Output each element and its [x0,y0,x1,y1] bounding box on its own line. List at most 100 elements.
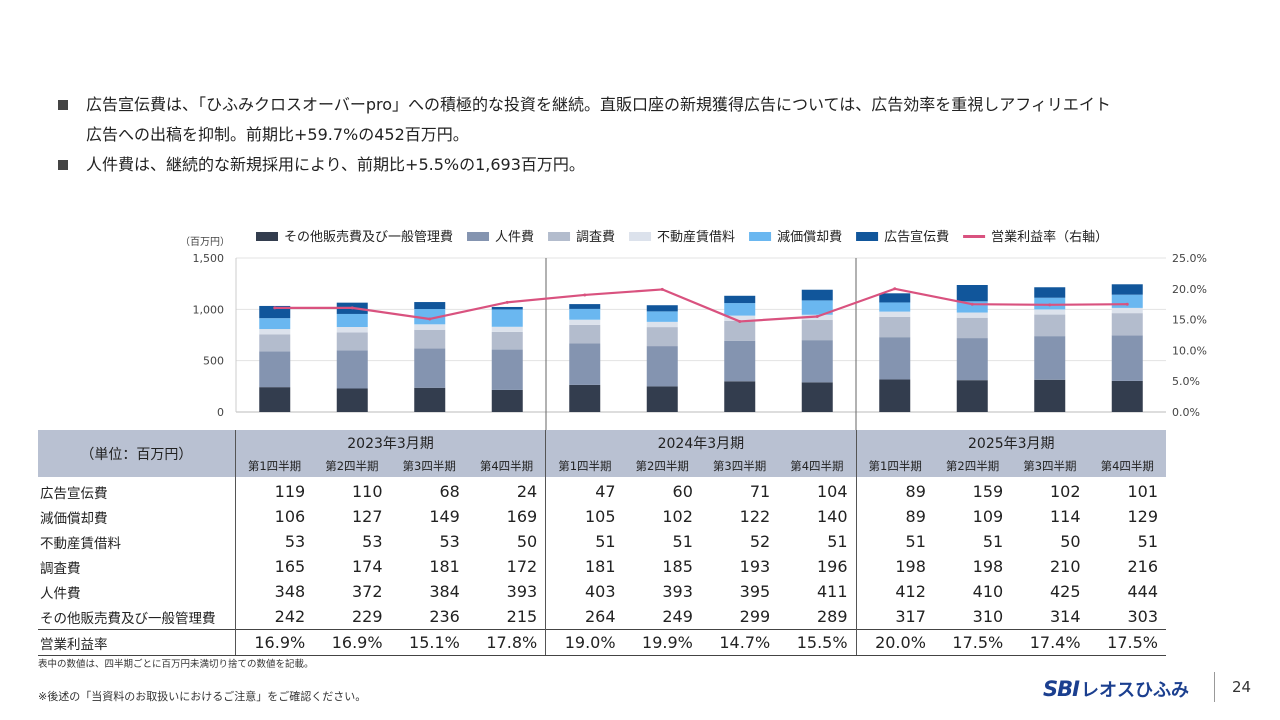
table-cell: 185 [662,557,693,576]
bar-segment [724,315,756,321]
table-cell: 105 [545,504,624,529]
bar-segment [879,302,911,312]
table-cell: 53 [234,529,314,554]
bar-segment [801,289,833,301]
legend-label: 減価償却費 [777,229,842,245]
bullet-text-line: 広告宣伝費は、「ひふみクロスオーバーpro」への積極的な投資を継続。直販口座の新… [86,95,1111,114]
table-cell: 102 [1050,482,1081,501]
quarter-header: 第3四半期 [390,455,468,477]
logo-sbi-text: SBI [1043,677,1080,701]
bar-segment [259,334,291,352]
table-row: 減価償却費 106 127 149 169 105 102 122 140 89 109 114 129 [38,504,1166,529]
table-cell: 51 [855,529,934,554]
bar-segment [491,389,523,412]
table-cell: 303 [1127,607,1158,626]
bar-segment [956,380,988,412]
square-bullet-icon [58,160,68,170]
table-cell: 101 [1127,482,1158,501]
table-cell: 169 [506,507,538,526]
unit-header: （単位：百万円） [38,430,236,477]
quarter-header: 第1四半期 [234,455,314,477]
table-cell: 15.5% [778,629,857,656]
quarter-header: 第2四半期 [313,455,391,477]
bar-segment [259,318,291,330]
table-cell: 102 [662,507,693,526]
year-header: 2023年3月期 [234,430,546,455]
row-label: 不動産賃借料 [40,535,121,552]
table-note: 表中の数値は、四半期ごとに百万円未満切り捨ての数値を記載。 [38,659,314,670]
table-cell: 53 [439,532,460,551]
bar-segment [956,312,988,318]
table-cell: 60 [672,482,693,501]
legend-swatch [467,232,490,241]
bar-segment [414,302,446,310]
bar-segment [801,382,833,412]
margin-point [738,319,742,323]
bar-segment [646,327,678,347]
bar-segment [491,349,523,390]
table-cell: 71 [749,482,771,501]
table-cell: 242 [234,604,314,630]
bullet-text-line: 人件費は、継続的な新規採用により、前期比+5.5%の1,693百万円。 [86,155,585,174]
margin-line [274,287,1128,323]
bar-segment [724,381,756,412]
legend-label: 広告宣伝費 [884,229,949,245]
bar-segment [646,386,678,412]
margin-point [505,300,509,304]
bar-segment [1111,313,1143,336]
bar-segment [336,326,368,333]
y2-tick-label: 15.0% [1172,314,1207,327]
bar-segment [1111,284,1143,295]
expense-table: （単位：百万円） 2023年3月期 2024年3月期 2025年3月期 第1四半… [38,430,1166,656]
table-cell: 289 [817,607,848,626]
bar-segment [879,337,911,380]
bar-segment [259,305,291,319]
bar-segment [879,379,911,412]
table-cell: 411 [817,582,848,601]
bar-segment [491,309,523,327]
bar-segment [879,293,911,303]
table-row: 調査費 165 174 181 172 181 185 193 196 198 198 210 216 [38,554,1166,579]
bar-segment [956,317,988,339]
table-cell: 149 [429,507,460,526]
margin-point [428,317,432,321]
bar-segment [879,311,911,317]
bar-segment [336,350,368,389]
quarter-header: 第3四半期 [1011,455,1089,477]
table-cell: 140 [817,507,848,526]
bar-segment [956,338,988,381]
bar-segment [414,329,446,349]
bar-segment [569,304,601,309]
legend-label: 不動産賃借料 [657,229,735,245]
table-cell: 410 [972,582,1004,601]
quarter-header: 第4四半期 [1088,455,1166,477]
margin-point [273,306,277,310]
year-header: 2024年3月期 [545,430,857,455]
logo-name-text: レオスひふみ [1080,680,1189,701]
bar-segment [569,343,601,385]
company-logo: SBI レオスひふみ [1043,676,1189,702]
footer-divider [1214,672,1215,702]
table-cell: 19.9% [623,629,701,656]
page-number: 24 [1232,678,1252,696]
bar-segment [491,306,523,310]
margin-point [815,315,819,319]
bar-segment [801,300,833,315]
legend-swatch [856,232,879,241]
table-row: 不動産賃借料 53 53 53 50 51 51 52 51 51 51 50 51 [38,529,1166,554]
bar-segment [646,311,678,322]
quarter-header: 第2四半期 [933,455,1012,477]
row-label: 調査費 [40,560,81,577]
y2-tick-label: 5.0% [1172,375,1200,388]
bullet-item: 広告宣伝費は、「ひふみクロスオーバーpro」への積極的な投資を継続。直販口座の新… [58,90,1238,150]
table-cell: 119 [234,477,314,504]
row-label: 人件費 [40,585,81,602]
table-cell: 317 [855,604,934,630]
table-row: その他販売費及び一般管理費 242 229 236 215 264 249 299 289 317… [38,604,1166,630]
bar-segment [569,384,601,412]
table-cell: 106 [234,504,314,529]
bar-segment [879,316,911,338]
legend-swatch [749,232,772,241]
table-cell: 16.9% [234,629,314,656]
bar-segment [259,351,291,388]
